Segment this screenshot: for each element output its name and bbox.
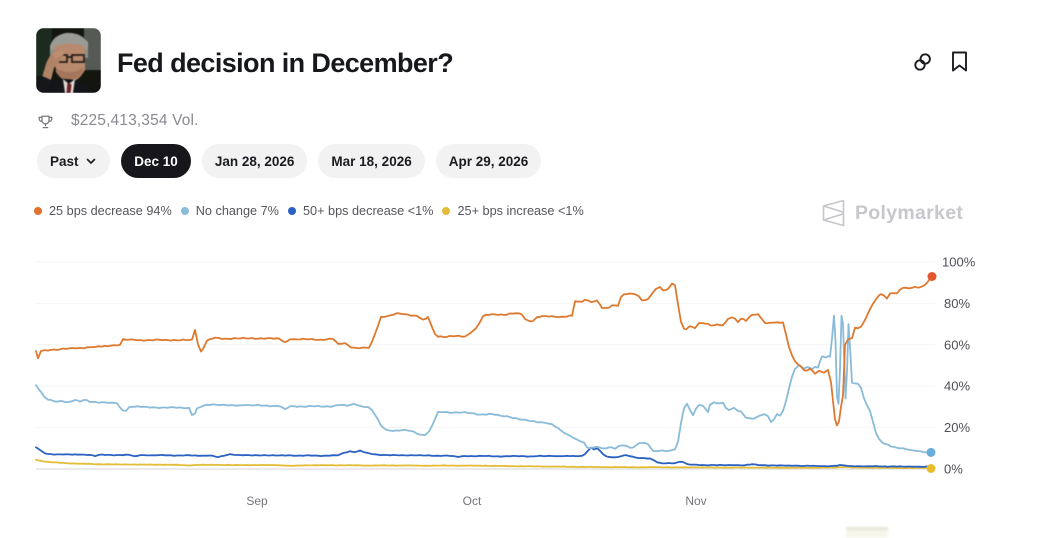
svg-text:80%: 80% — [944, 296, 970, 311]
svg-text:Oct: Oct — [463, 494, 482, 508]
svg-text:40%: 40% — [944, 379, 970, 394]
svg-text:Sep: Sep — [246, 494, 268, 508]
svg-text:0%: 0% — [944, 462, 963, 477]
svg-text:100%: 100% — [942, 255, 976, 270]
svg-text:Nov: Nov — [685, 494, 706, 508]
svg-text:60%: 60% — [944, 337, 970, 352]
svg-text:20%: 20% — [944, 420, 970, 435]
